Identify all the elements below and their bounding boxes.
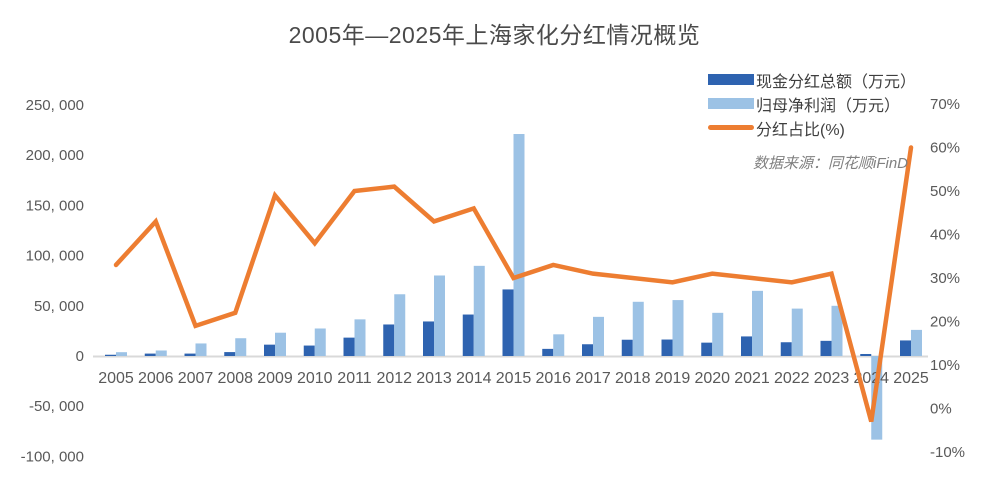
bar-cash-dividend-2016	[542, 348, 554, 356]
left-axis-tick-250000: 250, 000	[26, 97, 84, 114]
x-axis-label-2013: 2013	[416, 370, 452, 387]
x-axis-label-2008: 2008	[217, 370, 253, 387]
left-axis-tick-200000: 200, 000	[26, 147, 84, 164]
bar-net-profit-2017	[593, 316, 604, 356]
legend-item-net-profit[interactable]: 归母净利润（万元）	[708, 94, 916, 115]
x-axis-label-2012: 2012	[376, 370, 412, 387]
left-axis-tick-50000: 50, 000	[34, 298, 84, 315]
bar-cash-dividend-2022	[780, 342, 792, 356]
legend-item-cash-dividend[interactable]: 现金分红总额（万元）	[708, 70, 917, 91]
bar-cash-dividend-2018	[621, 339, 633, 356]
x-axis-label-2010: 2010	[297, 370, 333, 387]
legend-swatch-cash-dividend-icon	[708, 74, 754, 85]
bar-cash-dividend-2017	[582, 344, 593, 356]
x-axis-label-2006: 2006	[138, 370, 174, 387]
x-axis-label-2020: 2020	[694, 370, 730, 387]
legend-label-dividend-ratio: 分红占比(%)	[756, 121, 845, 139]
right-axis-tick-50pct: 50%	[930, 183, 960, 200]
bar-cash-dividend-2014	[462, 314, 474, 356]
left-axis-tick--50000: -50, 000	[29, 398, 84, 415]
right-axis-tick-40pct: 40%	[930, 227, 960, 244]
left-axis-tick-150000: 150, 000	[26, 197, 84, 214]
bar-net-profit-2009	[275, 332, 286, 356]
chart-legend: 现金分红总额（万元） 归母净利润（万元） 分红占比(%)	[708, 70, 916, 142]
x-axis-label-2005: 2005	[98, 370, 134, 387]
x-axis-label-2023: 2023	[814, 370, 850, 387]
x-axis-label-2014: 2014	[456, 370, 492, 387]
x-axis-label-2009: 2009	[257, 370, 293, 387]
x-axis-label-2017: 2017	[575, 370, 611, 387]
bar-net-profit-2008	[235, 338, 247, 356]
bar-net-profit-2007	[195, 343, 207, 356]
right-axis-tick--10pct: -10%	[930, 444, 965, 461]
bar-net-profit-2019	[672, 300, 684, 356]
bar-net-profit-2020	[712, 312, 724, 356]
right-axis-tick-0pct: 0%	[930, 401, 952, 418]
x-axis-label-2011: 2011	[337, 370, 372, 387]
right-axis-tick-20pct: 20%	[930, 314, 960, 331]
bar-cash-dividend-2013	[423, 321, 434, 356]
bar-net-profit-2018	[632, 301, 644, 356]
bar-cash-dividend-2020	[701, 342, 713, 356]
x-axis-label-2021: 2021	[734, 370, 770, 387]
right-axis-tick-60pct: 60%	[930, 140, 960, 157]
bar-cash-dividend-2006	[144, 353, 156, 356]
dividend-ratio-line	[113, 145, 914, 423]
x-axis-label-2007: 2007	[178, 370, 214, 387]
x-axis-label-2015: 2015	[496, 370, 532, 387]
legend-swatch-dividend-ratio-icon	[708, 125, 754, 130]
legend-item-dividend-ratio[interactable]: 分红占比(%)	[708, 118, 916, 139]
chart-title: 2005年—2025年上海家化分红情况概览	[288, 22, 701, 48]
legend-label-cash-dividend: 现金分红总额（万元）	[756, 73, 917, 91]
bar-cash-dividend-2012	[383, 324, 395, 356]
x-axis-label-2019: 2019	[655, 370, 691, 387]
bar-cash-dividend-2007	[184, 353, 196, 356]
right-axis-tick-10pct: 10%	[930, 357, 960, 374]
bar-net-profit-2016	[553, 334, 565, 356]
bar-net-profit-2012	[394, 294, 406, 356]
bar-cash-dividend-2023	[820, 340, 832, 356]
bar-net-profit-2025	[911, 329, 922, 356]
bar-cash-dividend-2010	[303, 345, 315, 356]
bar-net-profit-2022	[791, 308, 803, 356]
data-source-note: 数据来源：同花顺iFinD	[752, 155, 908, 172]
bar-net-profit-2015	[513, 134, 525, 356]
bar-cash-dividend-2025	[900, 340, 911, 356]
bar-cash-dividend-2009	[264, 344, 275, 356]
bar-cash-dividend-2015	[502, 289, 514, 356]
bar-cash-dividend-2011	[343, 337, 355, 356]
legend-label-net-profit: 归母净利润（万元）	[756, 97, 901, 115]
x-axis-label-2018: 2018	[615, 370, 651, 387]
bar-net-profit-2005	[116, 352, 127, 356]
bar-net-profit-2013	[434, 275, 445, 356]
left-axis-tick-0: 0	[76, 348, 84, 365]
x-axis-label-2025: 2025	[893, 370, 929, 387]
bar-cash-dividend-2005	[105, 354, 116, 356]
right-axis-tick-30pct: 30%	[930, 270, 960, 287]
bar-net-profit-2011	[354, 319, 366, 356]
left-axis-tick-100000: 100, 000	[26, 248, 84, 265]
bar-net-profit-2006	[155, 350, 167, 356]
bar-net-profit-2023	[831, 305, 843, 356]
left-axis-tick--100000: -100, 000	[21, 448, 84, 465]
legend-swatch-net-profit-icon	[708, 98, 754, 109]
bar-cash-dividend-2008	[224, 352, 236, 356]
x-axis-label-2016: 2016	[535, 370, 571, 387]
bar-cash-dividend-2019	[661, 339, 673, 356]
bar-cash-dividend-2021	[741, 336, 752, 356]
bar-cash-dividend-2024	[860, 353, 872, 356]
bar-net-profit-2010	[314, 328, 326, 356]
right-axis-tick-70pct: 70%	[930, 96, 960, 113]
bar-net-profit-2014	[473, 265, 485, 356]
x-axis-label-2022: 2022	[774, 370, 810, 387]
bar-net-profit-2021	[752, 290, 763, 356]
